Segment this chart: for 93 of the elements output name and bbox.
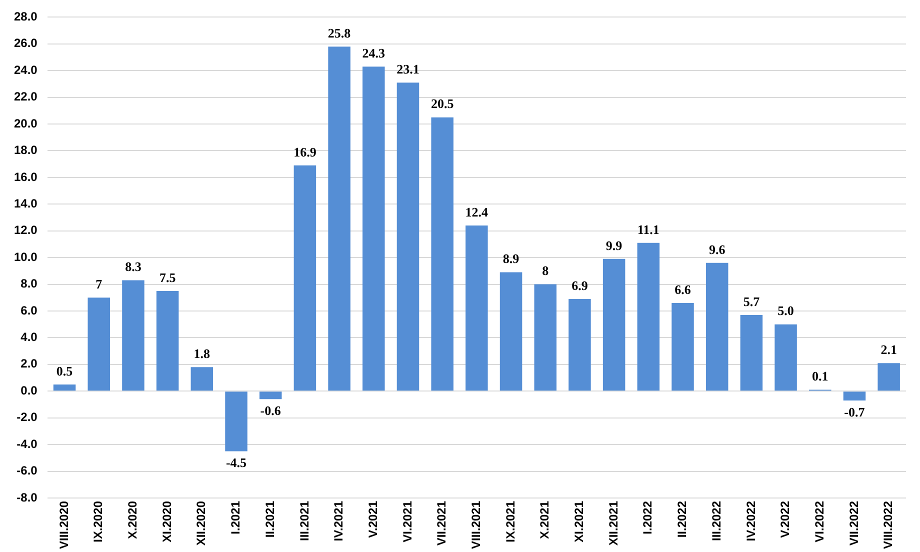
- data-label: 20.5: [430, 96, 454, 112]
- x-tick-label: II.2022: [675, 500, 690, 538]
- bar: [568, 298, 591, 391]
- bar: [259, 392, 282, 400]
- x-tick-label: VIII.2020: [56, 500, 71, 550]
- bar: [878, 363, 900, 391]
- y-tick-label: 0.0: [20, 383, 38, 398]
- y-tick-label: 20.0: [14, 116, 38, 130]
- y-tick-label: -2.0: [16, 410, 38, 424]
- y-tick-label: -4.0: [16, 436, 38, 451]
- y-tick-label: -6.0: [16, 464, 38, 478]
- data-label: 7.5: [159, 270, 176, 285]
- bar: [466, 226, 488, 391]
- y-tick-label: 28.0: [14, 10, 38, 24]
- x-tick-label: III.2021: [297, 500, 312, 541]
- data-label: 0.5: [56, 363, 74, 378]
- bar: [431, 117, 454, 391]
- bar: [740, 315, 763, 391]
- data-label: 1.8: [194, 346, 211, 361]
- bar: [534, 284, 556, 391]
- y-tick-label: 26.0: [14, 36, 38, 50]
- data-label: 8.9: [502, 251, 520, 266]
- x-tick-label: VIII.2021: [468, 500, 483, 550]
- x-tick-label: VII.2022: [846, 500, 861, 546]
- y-tick-label: -8.0: [16, 490, 38, 504]
- x-tick-label: III.2022: [709, 500, 724, 541]
- x-tick-label: XII.2020: [194, 500, 208, 546]
- data-label: 5.7: [743, 294, 760, 309]
- data-label: 9.6: [708, 242, 726, 257]
- bar: [637, 242, 660, 391]
- x-tick-label: I.2021: [228, 500, 243, 534]
- data-label: 8.3: [125, 259, 142, 274]
- bar: [225, 392, 248, 452]
- data-label: 2.1: [880, 342, 897, 357]
- y-tick-label: 18.0: [14, 143, 38, 158]
- bar: [396, 82, 420, 391]
- bar: [602, 258, 626, 391]
- y-tick-label: 8.0: [20, 276, 38, 291]
- data-label: 11.1: [637, 222, 660, 237]
- y-tick-label: 14.0: [14, 196, 38, 210]
- x-tick-label: XI.2020: [160, 500, 174, 542]
- y-tick-label: 12.0: [14, 223, 38, 238]
- bar: [843, 392, 866, 400]
- x-tick-label: VI.2021: [400, 500, 414, 542]
- y-tick-label: 2.0: [20, 356, 38, 371]
- data-label: -0.7: [844, 404, 866, 420]
- bar: [53, 384, 76, 391]
- bar: [706, 262, 728, 391]
- x-tick-label: VI.2022: [812, 500, 826, 542]
- data-label: 7: [96, 276, 103, 292]
- x-tick-label: V.2021: [366, 500, 380, 538]
- data-label: 5.0: [778, 303, 794, 318]
- x-tick-label: X.2021: [538, 500, 552, 540]
- data-label: 23.1: [396, 61, 420, 76]
- x-tick-label: V.2022: [778, 500, 792, 538]
- data-label: -0.6: [260, 403, 282, 418]
- y-tick-label: 16.0: [14, 170, 38, 184]
- bar: [156, 290, 179, 391]
- y-tick-label: 24.0: [14, 62, 38, 77]
- data-label: -4.5: [226, 455, 248, 470]
- bar: [88, 298, 110, 391]
- bar: [500, 272, 522, 391]
- bar: [294, 165, 316, 391]
- data-label: 6.9: [572, 278, 588, 293]
- x-tick-label: II.2021: [262, 500, 277, 538]
- x-tick-label: IX.2021: [503, 500, 518, 542]
- x-tick-label: IX.2020: [91, 500, 106, 542]
- bar: [774, 324, 797, 391]
- x-tick-label: IV.2021: [332, 500, 346, 542]
- data-label: 24.3: [362, 45, 386, 60]
- x-tick-label: XI.2021: [572, 500, 586, 542]
- y-tick-label: 6.0: [20, 303, 38, 318]
- x-tick-label: VII.2021: [434, 500, 449, 546]
- y-tick-label: 4.0: [20, 330, 38, 344]
- y-tick-label: 22.0: [14, 90, 38, 104]
- data-label: 0.1: [812, 368, 828, 384]
- data-label: 8: [542, 263, 550, 278]
- x-tick-label: XII.2021: [606, 500, 620, 546]
- data-label: 16.9: [294, 144, 317, 160]
- data-label: 25.8: [328, 25, 352, 40]
- bar: [328, 46, 350, 391]
- y-tick-label: 10.0: [14, 250, 38, 264]
- x-tick-label: I.2022: [640, 500, 655, 534]
- x-tick-label: X.2020: [126, 500, 140, 540]
- bar: [190, 367, 214, 391]
- data-label: 9.9: [606, 238, 623, 253]
- data-label: 12.4: [465, 204, 489, 220]
- x-tick-label: VIII.2022: [881, 500, 896, 550]
- bar: [672, 302, 694, 391]
- bar: [362, 66, 385, 391]
- x-tick-label: IV.2022: [744, 500, 758, 542]
- data-label: 6.6: [674, 282, 692, 297]
- bar: [122, 280, 144, 391]
